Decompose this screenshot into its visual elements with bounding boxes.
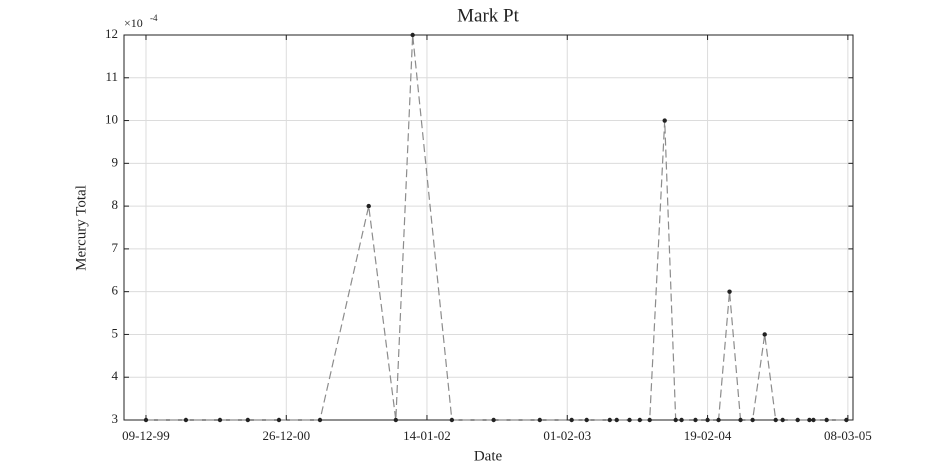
data-point xyxy=(773,417,778,423)
data-point xyxy=(679,417,684,423)
data-point xyxy=(491,417,496,423)
y-tick-label: 10 xyxy=(105,112,118,127)
data-point xyxy=(217,417,223,423)
data-point xyxy=(824,417,829,423)
data-point xyxy=(449,417,455,423)
data-point xyxy=(569,417,574,423)
data-line xyxy=(145,34,847,421)
data-point xyxy=(716,417,721,423)
data-point xyxy=(143,417,149,423)
x-tick-label: 14-01-02 xyxy=(403,428,451,443)
data-point xyxy=(607,417,612,423)
x-tick-label: 09-12-99 xyxy=(122,428,170,443)
data-point xyxy=(780,417,785,423)
y-tick-label: 12 xyxy=(105,26,118,41)
x-tick-label: 19-02-04 xyxy=(684,428,732,443)
data-point xyxy=(183,417,189,423)
data-point xyxy=(795,417,800,423)
y-tick-label: 11 xyxy=(105,69,118,84)
data-point xyxy=(738,417,743,423)
y-axis-label: Mercury Total xyxy=(73,185,89,271)
x-tick-label: 26-12-00 xyxy=(262,428,310,443)
data-point xyxy=(366,203,371,209)
data-point xyxy=(637,417,642,423)
data-point xyxy=(317,417,323,423)
x-axis-label: Date xyxy=(474,448,503,464)
y-tick-label: 7 xyxy=(112,240,119,255)
y-tick-label: 4 xyxy=(112,368,119,383)
data-point xyxy=(662,118,667,123)
x-tick-label: 01-02-03 xyxy=(543,428,591,443)
data-point xyxy=(705,417,710,423)
data-point xyxy=(393,417,399,423)
y-tick-label: 3 xyxy=(112,411,119,426)
y-tick-label: 5 xyxy=(112,325,119,340)
data-point xyxy=(807,417,812,423)
chart-title: Mark Pt xyxy=(457,5,519,26)
data-point xyxy=(844,417,849,423)
data-point xyxy=(245,417,251,423)
data-point xyxy=(627,417,632,423)
y-exponent-power: -4 xyxy=(150,13,158,23)
data-point xyxy=(584,417,589,423)
data-point xyxy=(693,417,698,423)
y-exponent-base: ×10 xyxy=(124,16,143,30)
data-point xyxy=(811,417,816,423)
data-point xyxy=(673,417,678,423)
data-point xyxy=(614,417,619,423)
data-point xyxy=(537,417,542,423)
x-tick-label: 08-03-05 xyxy=(824,428,872,443)
y-tick-label: 6 xyxy=(112,283,119,298)
data-point xyxy=(727,289,732,294)
plot-frame xyxy=(123,34,854,421)
data-point xyxy=(647,417,652,423)
data-point xyxy=(410,32,415,38)
data-point xyxy=(762,332,767,337)
data-point xyxy=(750,417,755,423)
y-tick-label: 9 xyxy=(112,154,119,169)
data-point xyxy=(276,417,282,423)
y-tick-label: 8 xyxy=(112,197,119,212)
